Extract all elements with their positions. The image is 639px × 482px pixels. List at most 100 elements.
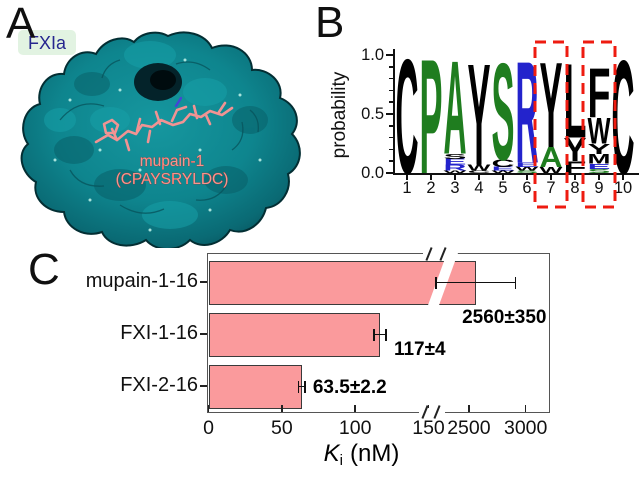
logo-letter-3-S: S	[444, 152, 467, 160]
y-minor-tick	[389, 136, 395, 139]
logo-letter-1-C: C	[396, 55, 419, 175]
x-tick-label: 100	[338, 416, 372, 439]
peptide-nitrogen-atom	[174, 96, 183, 108]
category-label: FXI-2-16	[120, 374, 198, 396]
x-tick-label: 50	[270, 416, 293, 439]
logo-letter-6-E: E	[516, 161, 539, 169]
panel-a-structure: A	[0, 0, 310, 250]
panel-a-letter: A	[6, 0, 36, 48]
bar-mupain-1-16	[208, 260, 476, 305]
error-bar	[435, 281, 516, 284]
surface-shadow-patches	[54, 72, 268, 201]
logo-letter-3-W: W	[444, 170, 467, 174]
protein-label: FXIa	[18, 30, 76, 55]
ki-unit: (nM)	[350, 440, 400, 467]
logo-letter-6-S: S	[516, 170, 539, 174]
panel-c-letter: C	[28, 245, 60, 294]
y-major-tick	[386, 113, 395, 115]
logo-letter-3-R: R	[444, 163, 467, 172]
y-minor-tick	[389, 89, 395, 92]
logo-y-axis-line	[393, 49, 396, 175]
logo-letter-9-F: F	[588, 55, 611, 133]
x-tick	[354, 404, 356, 412]
error-bar-cap-right	[303, 380, 306, 393]
error-bar-cap-right	[385, 328, 387, 341]
active-site-cavity-deep	[150, 70, 176, 90]
protein-surface-illustration: FXIa mupain-1 (CPAYSRYLDC)	[18, 30, 301, 250]
surface-highlight-bumps	[44, 41, 227, 229]
logo-letter-6-W: W	[516, 166, 539, 172]
x-tick-label: 3000	[503, 416, 548, 439]
protein-label-text: FXIa	[28, 33, 67, 53]
category-tick	[200, 281, 207, 283]
logo-letter-8-F: F	[564, 158, 587, 175]
y-minor-tick	[389, 66, 395, 68]
bar-FXI-1-16	[208, 312, 381, 357]
logo-letter-8-Y: Y	[564, 130, 587, 168]
logo-letter-10-C: C	[612, 55, 635, 175]
error-bar-cap-left	[297, 380, 300, 393]
category-label: FXI-1-16	[120, 322, 198, 344]
peptide-name-text: mupain-1	[140, 153, 205, 170]
position-label: 8	[570, 179, 580, 197]
y-minor-tick	[389, 77, 395, 80]
position-label: 9	[594, 179, 604, 197]
logo-letter-3-A: A	[444, 55, 467, 175]
error-bar	[374, 333, 386, 336]
position-label: 3	[450, 179, 460, 197]
category-tick	[200, 333, 207, 335]
surface-specks	[53, 58, 262, 232]
peptide-sticks	[94, 96, 234, 152]
error-bar	[298, 385, 305, 388]
logo-letter-4-C: C	[468, 170, 491, 174]
x-tick-label: 0	[203, 416, 214, 439]
logo-letter-5-E: E	[492, 166, 515, 172]
x-tick	[524, 404, 527, 412]
position-label: 1	[402, 179, 412, 197]
peptide-label: mupain-1 (CPAYSRYLDC)	[115, 153, 229, 189]
position-label: 4	[474, 179, 484, 197]
bar-value-label: 2560±350	[462, 306, 547, 328]
plot-area: 2560±350 117±4 63.5±2.2 0 50 100 150 2500 3000	[203, 246, 549, 439]
ki-subscript: i	[339, 452, 344, 469]
error-bar-cap-right	[514, 276, 517, 289]
y-tick-label: 1.0	[361, 46, 384, 64]
y-minor-tick	[389, 160, 395, 162]
x-tick-label: 150	[412, 416, 445, 439]
y-major-tick	[386, 172, 395, 174]
logo-letter-5-S: S	[492, 55, 515, 175]
logo-letter-6-R: R	[516, 55, 539, 175]
panel-c-bar-chart: C mupain-1-16 FXI-1-16 FXI-2-16 2560±350 11…	[0, 240, 639, 482]
category-tick	[200, 385, 207, 387]
y-tick-label: 0.5	[361, 105, 384, 123]
ki-symbol: K	[323, 440, 340, 467]
x-tick	[622, 175, 624, 180]
x-tick	[574, 175, 576, 180]
x-tick	[526, 175, 528, 180]
surface-creases	[59, 59, 259, 214]
peptide-sequence-text: (CPAYSRYLDC)	[116, 171, 229, 188]
y-major-tick	[386, 54, 395, 56]
axis-break-mask-top	[422, 251, 451, 258]
x-axis-label: Ki (nM)	[190, 440, 533, 469]
protein-blob	[20, 31, 301, 250]
panel-b-letter: B	[315, 0, 345, 47]
x-tick	[502, 175, 504, 180]
error-bar-cap-left	[373, 328, 376, 341]
error-bar-cap-left	[435, 276, 437, 289]
logo-letter-4-Y: Y	[468, 55, 491, 175]
y-minor-tick	[389, 101, 395, 103]
position-label: 5	[498, 179, 508, 197]
axis-break-mask-bottom	[418, 407, 445, 417]
category-label: mupain-1-16	[85, 270, 198, 292]
x-tick	[406, 175, 408, 180]
logo-letter-2-P: P	[420, 55, 443, 175]
logo-letter-7-Y: Y	[540, 55, 563, 173]
bar-FXI-2-16	[208, 364, 302, 409]
logo-letter-5-W: W	[492, 170, 515, 174]
position-label: 7	[546, 179, 556, 197]
bar-value-label: 117±4	[393, 338, 446, 360]
logo-y-axis-label: probability	[329, 71, 350, 159]
